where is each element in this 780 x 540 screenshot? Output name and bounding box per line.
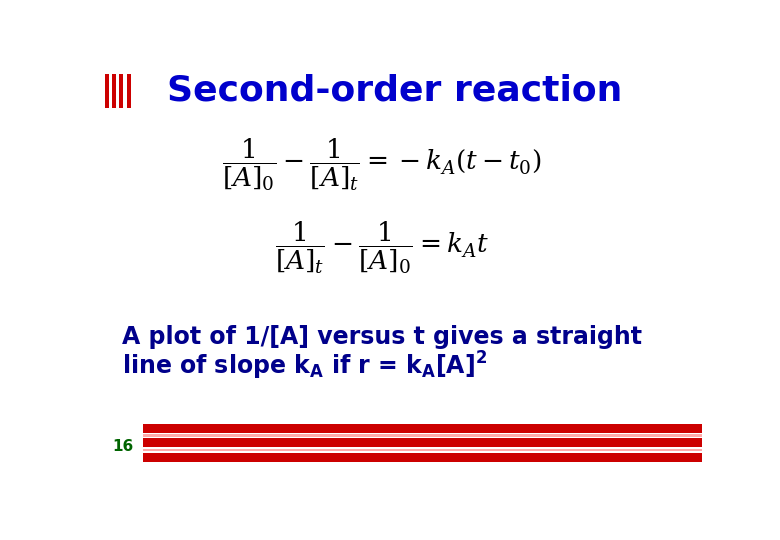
Bar	[143, 438, 702, 447]
Bar	[112, 75, 116, 109]
Bar	[143, 449, 702, 451]
Bar	[143, 434, 702, 437]
Bar	[143, 424, 702, 433]
Text: Second-order reaction: Second-order reaction	[167, 74, 622, 108]
Text: $\dfrac{1}{[A]_t} - \dfrac{1}{[A]_0} = k_A t$: $\dfrac{1}{[A]_t} - \dfrac{1}{[A]_0} = k…	[275, 220, 488, 276]
Bar	[143, 453, 702, 462]
Bar	[119, 75, 123, 109]
Text: line of slope $\mathbf{k_A}$ if r = $\mathbf{k_A[A]^2}$: line of slope $\mathbf{k_A}$ if r = $\ma…	[122, 350, 487, 382]
Text: A plot of 1/[A] versus t gives a straight: A plot of 1/[A] versus t gives a straigh…	[122, 325, 642, 349]
Bar	[126, 75, 131, 109]
Text: $\dfrac{1}{[A]_0} - \dfrac{1}{[A]_t} = -k_A(t - t_0)$: $\dfrac{1}{[A]_0} - \dfrac{1}{[A]_t} = -…	[222, 137, 541, 193]
Text: 16: 16	[112, 439, 134, 454]
Bar	[105, 75, 109, 109]
